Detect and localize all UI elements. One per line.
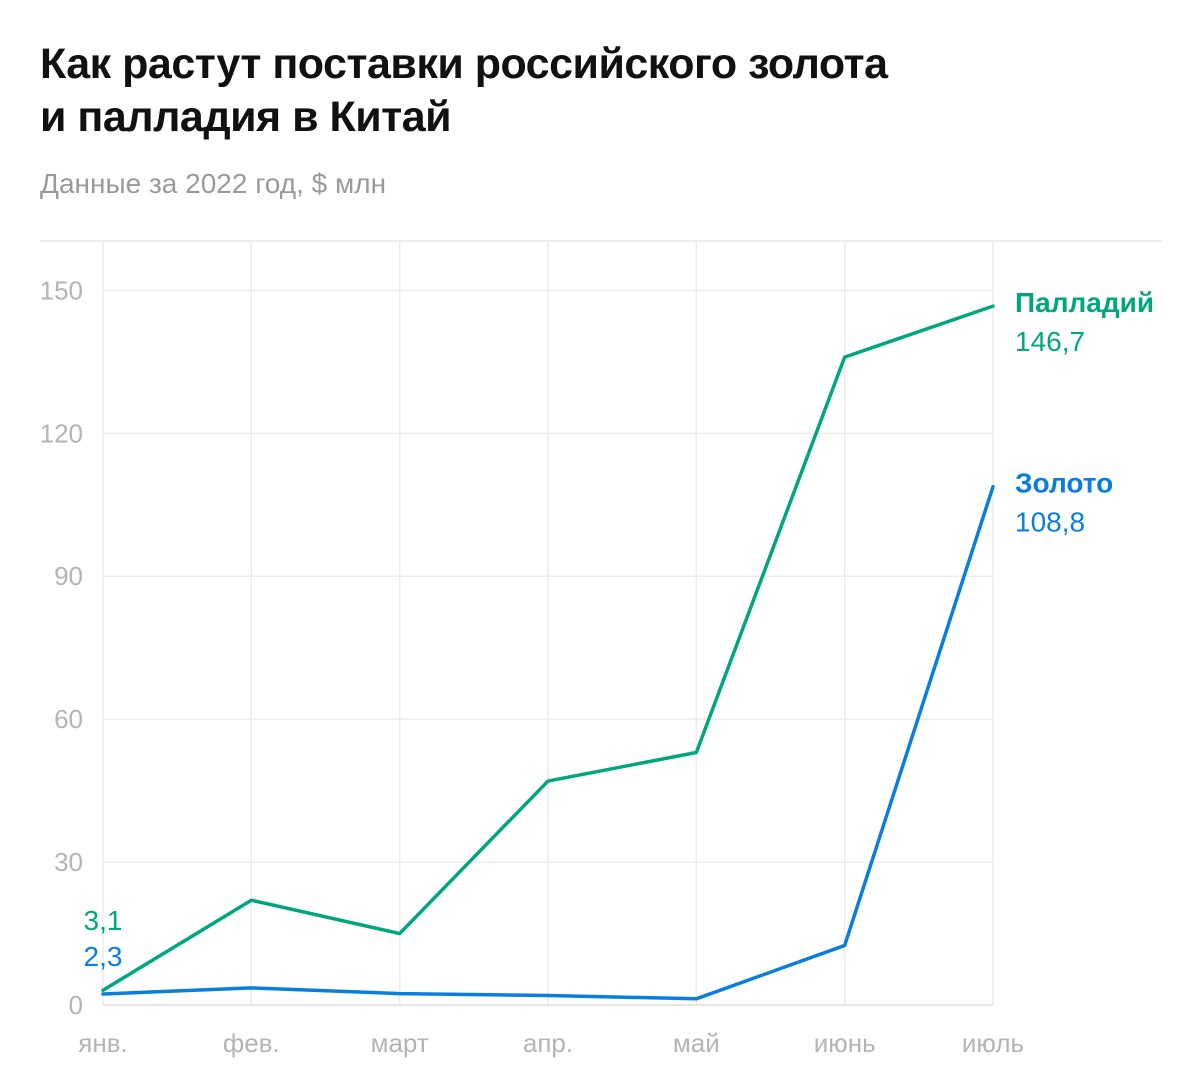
- y-tick-label: 150: [40, 275, 83, 305]
- grid: [40, 240, 1162, 1006]
- y-tick-label: 120: [40, 418, 83, 448]
- x-tick-label: май: [673, 1028, 720, 1058]
- series-start-value-label: 2,3: [84, 941, 123, 972]
- series-start-value-label: 3,1: [84, 905, 123, 936]
- series-lines: [101, 304, 995, 1001]
- series-labels: Палладий 146,7 Золото 108,8 3,1 2,3: [84, 287, 1155, 972]
- series-end-value-label: 108,8: [1015, 507, 1085, 538]
- series-line: [101, 304, 995, 992]
- y-tick-label: 0: [69, 990, 83, 1020]
- x-tick-label: апр.: [523, 1028, 573, 1058]
- chart-title: Как растут поставки российского золота и …: [40, 38, 1140, 144]
- x-axis-ticks: янв. фев. март апр. май июнь июль: [78, 1028, 1024, 1058]
- title-line-1: Как растут поставки российского золота: [40, 40, 888, 88]
- series-name-label: Палладий: [1015, 287, 1154, 318]
- x-tick-label: янв.: [78, 1028, 127, 1058]
- y-tick-label: 90: [54, 561, 83, 591]
- series-name-label: Золото: [1015, 468, 1113, 499]
- title-line-2: и палладия в Китай: [40, 93, 452, 141]
- y-tick-label: 60: [54, 704, 83, 734]
- x-tick-label: фев.: [223, 1028, 280, 1058]
- chart-subtitle: Данные за 2022 год, $ млн: [40, 168, 387, 199]
- y-tick-label: 30: [54, 847, 83, 877]
- series-end-value-label: 146,7: [1015, 326, 1085, 357]
- x-tick-label: июнь: [814, 1028, 876, 1058]
- x-tick-label: март: [371, 1028, 429, 1058]
- series-line: [101, 484, 995, 1001]
- x-tick-label: июль: [962, 1028, 1024, 1058]
- y-axis-ticks: 0 30 60 90 120 150: [40, 275, 83, 1020]
